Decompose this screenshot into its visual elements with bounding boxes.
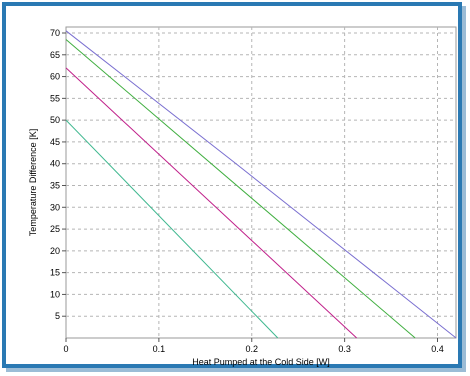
y-tick-label: 5 <box>55 311 60 321</box>
y-tick-label: 25 <box>50 224 60 234</box>
series-line-4 <box>65 119 279 339</box>
y-tick-label: 15 <box>50 268 60 278</box>
x-tick-label: 0.2 <box>245 344 258 354</box>
x-axis-title: Heat Pumped at the Cold Side [W] <box>192 357 330 367</box>
y-tick-label: 10 <box>50 289 60 299</box>
x-tick-label: 0 <box>63 344 68 354</box>
series-line-3 <box>65 67 358 339</box>
y-tick-label: 35 <box>50 181 60 191</box>
series-line-2 <box>65 39 416 339</box>
frame-shadow-bottom <box>6 368 466 372</box>
frame-shadow-right <box>462 6 466 370</box>
y-tick-label: 40 <box>50 159 60 169</box>
y-axis-ticks: 5 10 15 20 25 30 35 40 45 50 55 60 65 70 <box>50 28 66 321</box>
y-tick-label: 45 <box>50 137 60 147</box>
y-tick-label: 60 <box>50 72 60 82</box>
x-axis-ticks: 0 0.1 0.2 0.3 0.4 <box>63 338 444 354</box>
series-line-1 <box>65 30 457 339</box>
x-tick-label: 0.1 <box>153 344 166 354</box>
x-tick-label: 0.4 <box>431 344 444 354</box>
x-tick-label: 0.3 <box>338 344 351 354</box>
y-tick-label: 55 <box>50 93 60 103</box>
y-tick-label: 20 <box>50 246 60 256</box>
y-tick-label: 50 <box>50 115 60 125</box>
y-axis-title: Temperature Difference [K] <box>28 129 38 236</box>
series-layer <box>65 30 457 339</box>
y-tick-label: 70 <box>50 28 60 38</box>
y-tick-label: 30 <box>50 202 60 212</box>
grid-lines <box>66 27 456 338</box>
y-tick-label: 65 <box>50 50 60 60</box>
